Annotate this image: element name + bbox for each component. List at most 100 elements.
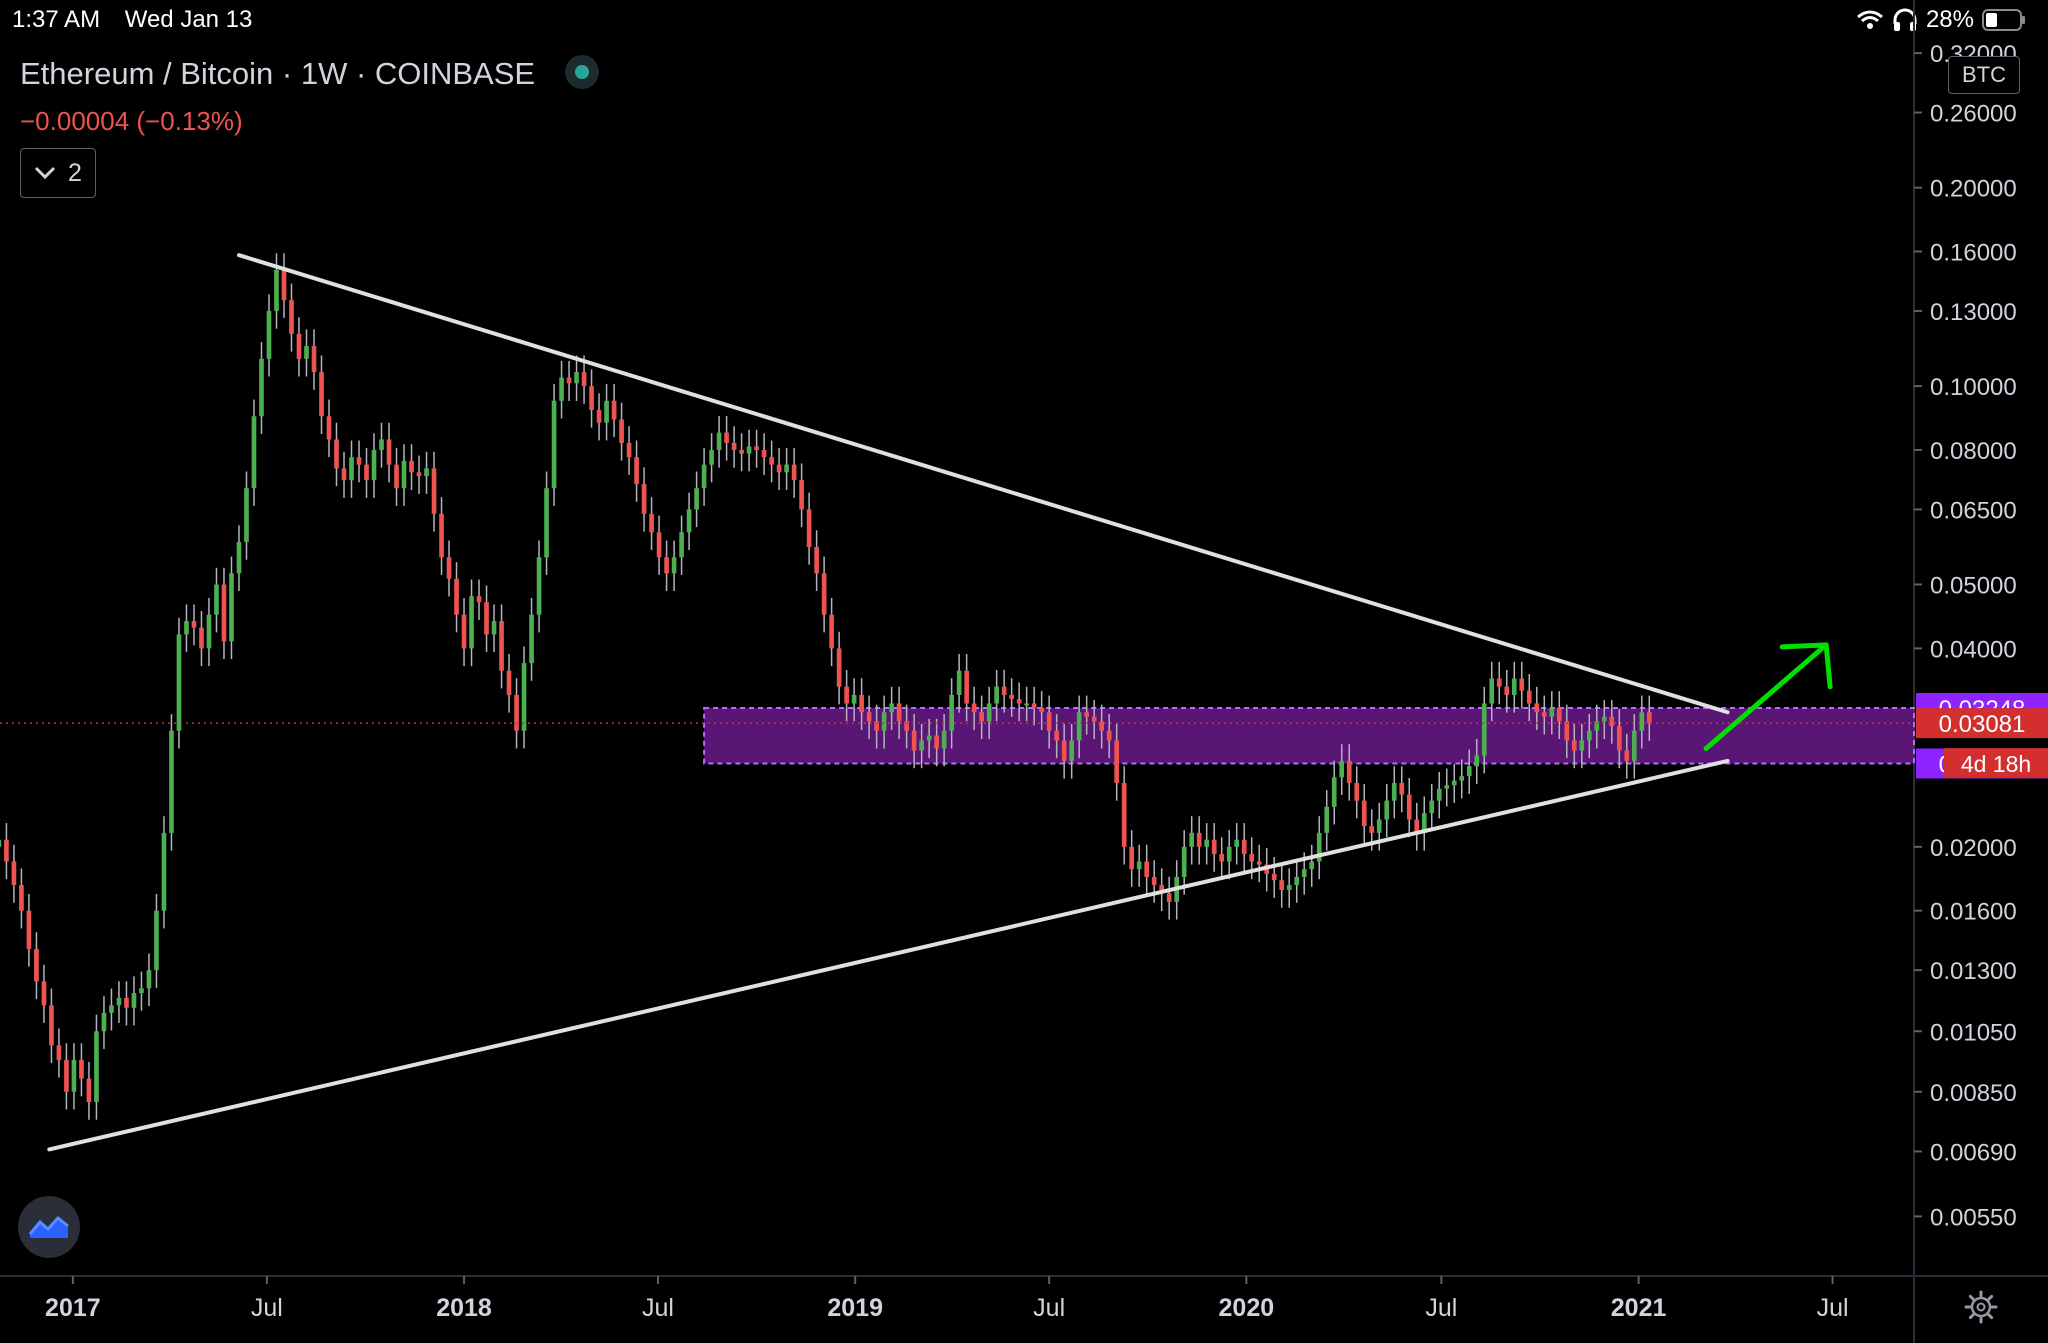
candle-up — [574, 372, 579, 384]
y-tick-label: 0.00550 — [1930, 1204, 2017, 1231]
candle-up — [1309, 861, 1315, 870]
candle-up — [146, 970, 152, 989]
gear-icon[interactable] — [1964, 1290, 1998, 1324]
candle-down — [319, 372, 324, 417]
candle-down — [281, 270, 287, 301]
candle-up — [244, 488, 249, 543]
candle-up — [1181, 846, 1187, 877]
candle-down — [1249, 854, 1255, 862]
candle-down — [1001, 686, 1007, 695]
candle-up — [956, 670, 962, 695]
candle-down — [836, 648, 842, 687]
candle-down — [1646, 712, 1652, 724]
candle-down — [416, 472, 422, 477]
candle-up — [1324, 806, 1330, 833]
candle-down — [326, 416, 332, 440]
green-arrow-shaft — [1703, 642, 1829, 751]
candle-down — [409, 460, 414, 473]
candle-down — [1091, 716, 1097, 722]
x-tick-label: 2017 — [45, 1294, 101, 1322]
candle-down — [1616, 726, 1622, 751]
candle-up — [251, 416, 257, 489]
candle-down — [1534, 703, 1540, 713]
candle-down — [1211, 839, 1217, 855]
candle-up — [266, 310, 272, 359]
candle-up — [1601, 716, 1607, 722]
candle-up — [1069, 740, 1074, 761]
axis-labels: 0.320000.260000.200000.160000.130000.100… — [45, 41, 2048, 1322]
candle-up — [154, 910, 159, 971]
symbol-title[interactable]: Ethereum / Bitcoin · 1W · COINBASE — [20, 54, 600, 93]
candle-up — [544, 488, 549, 558]
tradingview-logo-icon[interactable] — [18, 1196, 80, 1258]
candle-down — [334, 439, 339, 469]
x-tick-label: 2019 — [827, 1294, 883, 1322]
candle-up — [176, 634, 182, 731]
candle-down — [1061, 740, 1067, 761]
candle-up — [851, 694, 857, 704]
candle-up — [686, 509, 692, 533]
candle-up — [1549, 707, 1555, 717]
candle-up — [169, 730, 174, 833]
green-arrow-head — [1779, 642, 1833, 690]
candle-up — [1391, 782, 1397, 801]
y-tick-label: 0.20000 — [1930, 176, 2017, 203]
candle-up — [71, 1059, 77, 1092]
candle-down — [394, 464, 399, 489]
candle-down — [776, 464, 782, 473]
candle-up — [1459, 776, 1465, 781]
candle-down — [589, 386, 594, 410]
market-status-dot — [565, 54, 600, 89]
candle-up — [709, 449, 714, 465]
candle-down — [1609, 716, 1615, 727]
x-tick-label: 2021 — [1611, 1294, 1667, 1322]
candle-down — [41, 981, 47, 1006]
candle-down — [454, 578, 459, 615]
candle-down — [634, 457, 639, 485]
candle-down — [1084, 712, 1089, 717]
candle-up — [214, 584, 219, 615]
x-tick-label: Jul — [1425, 1294, 1457, 1322]
candle-up — [889, 703, 894, 713]
candle-down — [626, 442, 632, 458]
candle-down — [431, 468, 437, 514]
candle-up — [1076, 712, 1082, 741]
candle-up — [1579, 740, 1585, 751]
candle-up — [1481, 703, 1487, 756]
indicators-toggle-button[interactable]: 2 — [20, 148, 96, 198]
candle-down — [386, 439, 392, 465]
candle-up — [1451, 780, 1457, 786]
candle-up — [491, 621, 497, 635]
candle-up — [941, 730, 947, 749]
candle-down — [1159, 885, 1165, 894]
candle-up — [521, 663, 527, 731]
candle-down — [649, 513, 654, 533]
x-tick-label: Jul — [1817, 1294, 1849, 1322]
candle-down — [829, 614, 834, 649]
candle-down — [34, 948, 39, 982]
x-tick-label: 2020 — [1219, 1294, 1275, 1322]
candle-up — [1436, 788, 1442, 801]
status-time: 1:37 AM — [12, 6, 101, 33]
candle-up — [379, 439, 384, 450]
ascending-support-trendline — [47, 758, 1730, 1152]
candle-up — [401, 460, 407, 489]
candle-down — [1114, 740, 1120, 783]
candle-down — [1496, 678, 1502, 687]
candle-down — [446, 557, 452, 579]
candle-up — [1384, 800, 1390, 820]
candle-up — [551, 400, 557, 489]
candle-down — [514, 694, 519, 731]
candle-down — [4, 839, 9, 862]
currency-badge[interactable]: BTC — [1948, 56, 2020, 94]
candle-up — [206, 614, 212, 649]
candle-up — [274, 270, 279, 311]
candle-up — [1339, 760, 1345, 778]
candle-down — [341, 468, 347, 481]
candle-down — [874, 721, 879, 731]
wifi-icon — [1856, 10, 1883, 29]
candle-down — [1519, 678, 1525, 691]
candle-down — [199, 627, 204, 649]
